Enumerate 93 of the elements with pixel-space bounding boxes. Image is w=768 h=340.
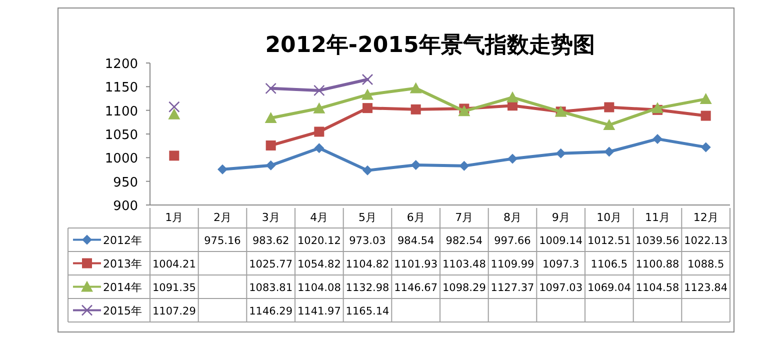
data-label: 1091.35 (152, 282, 196, 294)
point (700, 110, 711, 121)
data-label: 1123.84 (684, 282, 728, 294)
data-label: 1004.21 (152, 258, 196, 270)
y-tick-label: 950 (113, 175, 138, 190)
data-label: 1009.14 (539, 234, 583, 247)
legend-label: 2012年 (103, 234, 142, 247)
y-tick-label: 1100 (104, 104, 138, 120)
point (362, 88, 374, 100)
y-tick-label: 1000 (104, 152, 138, 167)
legend-label: 2015年 (103, 304, 142, 318)
data-label: 1132.98 (346, 282, 390, 294)
data-label: 1098.29 (442, 282, 486, 294)
y-tick-label: 1200 (104, 57, 138, 72)
data-label: 1022.13 (684, 234, 728, 247)
x-tick-label: 7月 (455, 211, 474, 224)
point (362, 165, 372, 176)
data-label: 1101.93 (394, 258, 438, 270)
point (458, 105, 470, 116)
x-tick-label: 10月 (596, 211, 622, 224)
point (266, 140, 276, 150)
data-label: 1097.3 (542, 258, 580, 270)
point (652, 134, 662, 144)
data-label: 1012.51 (587, 234, 631, 247)
x-tick-label: 8月 (504, 211, 522, 224)
point (700, 142, 711, 152)
x-tick-label: 9月 (552, 211, 570, 224)
point (314, 126, 324, 137)
point (410, 160, 421, 170)
point (604, 146, 614, 157)
point (410, 82, 422, 94)
point (168, 108, 180, 120)
point (265, 82, 276, 94)
point (508, 154, 518, 164)
data-label: 1109.99 (490, 258, 534, 270)
data-label: 1020.12 (297, 234, 341, 247)
point (169, 150, 180, 161)
legend-label: 2014年 (103, 280, 142, 294)
point (266, 160, 276, 170)
point (506, 91, 518, 102)
data-label: 1104.58 (636, 282, 680, 294)
data-label: 1088.5 (687, 258, 724, 270)
x-tick-label: 2月 (214, 211, 232, 224)
data-label: 984.54 (397, 234, 435, 247)
point (218, 164, 228, 174)
data-label: 1069.04 (587, 282, 632, 294)
point (313, 102, 326, 114)
y-tick-label: 900 (113, 199, 138, 214)
point (700, 93, 712, 104)
legend-label: 2013年 (103, 257, 142, 270)
data-label: 1054.82 (297, 258, 341, 270)
data-label: 1039.56 (636, 234, 680, 247)
point (362, 103, 372, 114)
x-tick-label: 3月 (262, 211, 280, 224)
point (652, 102, 664, 114)
data-label: 973.03 (349, 234, 386, 247)
x-tick-label: 5月 (358, 211, 376, 224)
data-label: 983.62 (252, 234, 290, 247)
data-label: 1146.29 (249, 305, 293, 318)
chart-title: 2012年-2015年景气指数走势图 (265, 33, 595, 58)
data-label: 1104.08 (297, 282, 341, 294)
data-label: 1141.97 (297, 305, 341, 318)
data-label: 1106.5 (590, 258, 628, 270)
data-label: 1100.88 (636, 258, 680, 270)
x-tick-label: 11月 (645, 211, 670, 224)
data-label: 975.16 (204, 234, 242, 247)
x-tick-label: 12月 (693, 211, 718, 224)
data-label: 1107.29 (152, 305, 196, 318)
y-tick-label: 1050 (104, 128, 138, 143)
point (410, 104, 421, 114)
point (604, 102, 614, 112)
data-label: 1097.03 (539, 282, 583, 294)
point (264, 112, 277, 123)
point (314, 84, 325, 96)
point (314, 143, 324, 154)
data-label: 997.66 (494, 234, 532, 247)
data-label: 1127.37 (490, 282, 534, 294)
data-label: 1103.48 (442, 258, 486, 270)
x-tick-label: 6月 (406, 211, 425, 224)
x-tick-label: 4月 (310, 211, 328, 224)
point (168, 101, 180, 113)
data-label: 1146.67 (394, 282, 438, 294)
data-label: 1104.82 (346, 258, 390, 270)
data-label: 1083.81 (249, 282, 293, 294)
point (603, 118, 616, 130)
data-label: 982.54 (446, 234, 483, 247)
data-label: 1025.77 (249, 258, 293, 270)
point (459, 160, 470, 171)
point (556, 148, 566, 158)
y-tick-label: 1150 (104, 80, 138, 96)
point (362, 74, 374, 86)
data-label: 1165.14 (346, 305, 390, 318)
x-tick-label: 1月 (165, 211, 184, 224)
